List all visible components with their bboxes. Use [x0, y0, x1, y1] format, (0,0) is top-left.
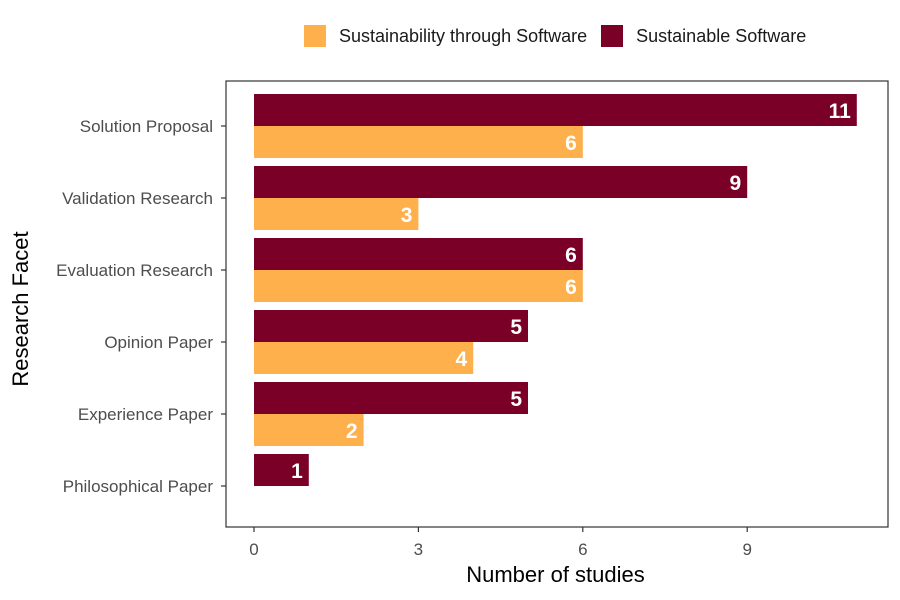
x-tick-label-9: 9 [742, 540, 751, 559]
bar-sustainable-software-evaluation-research [254, 238, 583, 270]
data-label-sustainable-software-validation-research: 9 [730, 172, 742, 195]
y-axis-title: Research Facet [8, 231, 33, 387]
y-tick-label-opinion-paper: Opinion Paper [104, 333, 213, 352]
data-label-sustainability-through-software-evaluation-research: 6 [565, 276, 577, 299]
data-label-sustainability-through-software-experience-paper: 2 [346, 420, 358, 443]
x-tick-label-3: 3 [414, 540, 423, 559]
bar-sustainable-software-opinion-paper [254, 310, 528, 342]
legend: Sustainability through Software Sustaina… [304, 24, 820, 48]
x-tick-label-6: 6 [578, 540, 587, 559]
data-label-sustainable-software-experience-paper: 5 [510, 388, 522, 411]
bar-sustainability-through-software-opinion-paper [254, 342, 474, 374]
bar-sustainable-software-validation-research [254, 166, 748, 198]
x-tick-label-0: 0 [249, 540, 258, 559]
data-label-sustainability-through-software-opinion-paper: 4 [456, 348, 468, 371]
legend-swatch-sustainability-through-software [304, 25, 326, 47]
data-label-sustainable-software-evaluation-research: 6 [565, 244, 577, 267]
data-label-sustainability-through-software-validation-research: 3 [401, 204, 413, 227]
legend-item-sustainability-through-software: Sustainability through Software [304, 25, 587, 47]
legend-label-sustainable-software: Sustainable Software [636, 25, 807, 46]
data-label-sustainable-software-solution-proposal: 11 [829, 100, 852, 123]
legend-item-sustainable-software: Sustainable Software [601, 25, 806, 47]
bar-sustainability-through-software-evaluation-research [254, 270, 583, 302]
bar-sustainability-through-software-validation-research [254, 198, 419, 230]
bar-sustainability-through-software-solution-proposal [254, 126, 583, 158]
y-tick-label-evaluation-research: Evaluation Research [56, 261, 213, 280]
bar-sustainable-software-philosophical-paper [254, 454, 309, 486]
data-label-sustainable-software-philosophical-paper: 1 [291, 460, 303, 483]
y-tick-label-validation-research: Validation Research [62, 189, 213, 208]
legend-label-sustainability-through-software: Sustainability through Software [339, 25, 588, 46]
bar-sustainable-software-solution-proposal [254, 94, 857, 126]
data-label-sustainability-through-software-solution-proposal: 6 [565, 132, 577, 155]
y-tick-label-philosophical-paper: Philosophical Paper [63, 477, 214, 496]
bar-sustainability-through-software-experience-paper [254, 414, 364, 446]
y-tick-label-experience-paper: Experience Paper [78, 405, 213, 424]
x-axis-title: Number of studies [466, 562, 645, 587]
bar-sustainable-software-experience-paper [254, 382, 528, 414]
data-label-sustainable-software-opinion-paper: 5 [510, 316, 522, 339]
legend-swatch-sustainable-software [601, 25, 624, 47]
y-tick-label-solution-proposal: Solution Proposal [80, 117, 213, 136]
